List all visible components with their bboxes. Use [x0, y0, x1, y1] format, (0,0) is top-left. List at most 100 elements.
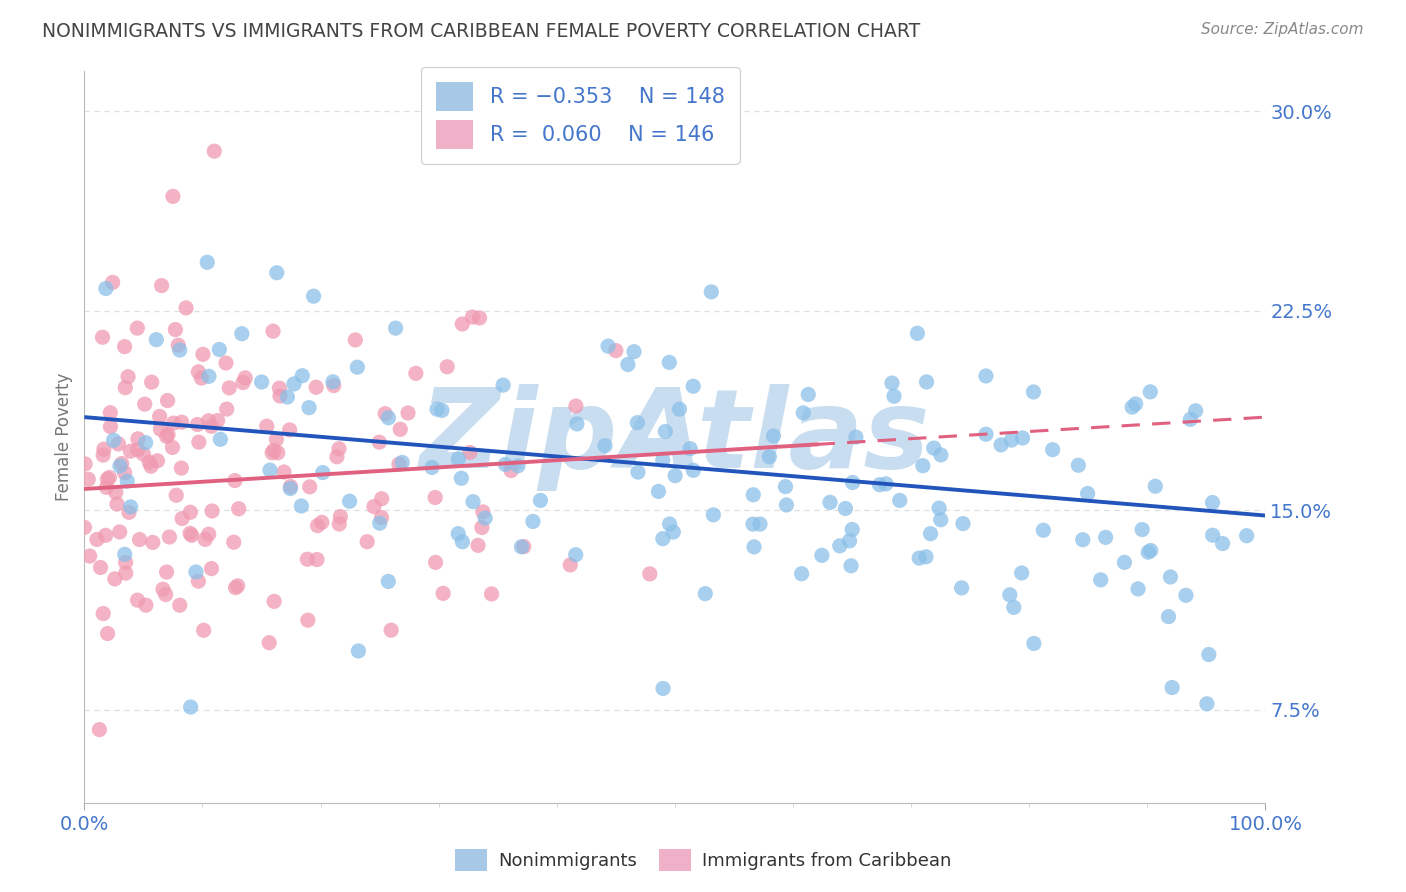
Point	[950, 581, 973, 595]
Point	[952, 516, 974, 531]
Point	[1000, 433, 1022, 447]
Point	[266, 433, 288, 447]
Point	[1139, 384, 1161, 399]
Point	[269, 381, 291, 395]
Point	[425, 491, 447, 505]
Point	[347, 644, 370, 658]
Point	[883, 389, 905, 403]
Point	[98, 470, 121, 484]
Point	[169, 598, 191, 612]
Point	[150, 278, 173, 293]
Point	[396, 406, 419, 420]
Point	[1011, 566, 1033, 580]
Point	[471, 520, 494, 534]
Point	[77, 472, 100, 486]
Point	[1130, 523, 1153, 537]
Point	[742, 517, 765, 532]
Point	[114, 466, 136, 480]
Point	[105, 497, 128, 511]
Point	[617, 358, 640, 372]
Point	[377, 574, 399, 589]
Point	[187, 435, 209, 450]
Point	[388, 457, 411, 471]
Point	[96, 472, 118, 486]
Point	[101, 276, 124, 290]
Point	[990, 438, 1012, 452]
Point	[156, 393, 179, 408]
Point	[86, 533, 108, 547]
Point	[298, 480, 321, 494]
Point	[565, 399, 588, 413]
Point	[368, 435, 391, 450]
Point	[142, 535, 165, 549]
Point	[845, 430, 868, 444]
Y-axis label: Female Poverty: Female Poverty	[55, 373, 73, 501]
Point	[929, 513, 952, 527]
Point	[169, 343, 191, 357]
Point	[256, 419, 278, 434]
Point	[305, 552, 328, 566]
Point	[329, 509, 352, 524]
Point	[370, 491, 392, 506]
Point	[651, 453, 673, 467]
Point	[225, 581, 247, 595]
Point	[79, 549, 101, 563]
Point	[1071, 533, 1094, 547]
Point	[267, 446, 290, 460]
Point	[75, 457, 97, 471]
Point	[929, 448, 952, 462]
Point	[91, 607, 114, 621]
Point	[1022, 636, 1045, 650]
Point	[651, 532, 673, 546]
Point	[162, 416, 184, 430]
Point	[179, 505, 201, 519]
Point	[1195, 697, 1218, 711]
Legend: Nonimmigrants, Immigrants from Caribbean: Nonimmigrants, Immigrants from Caribbean	[447, 842, 959, 879]
Point	[695, 587, 717, 601]
Point	[905, 326, 928, 341]
Point	[682, 379, 704, 393]
Point	[232, 376, 254, 390]
Point	[307, 518, 329, 533]
Point	[790, 566, 813, 581]
Point	[201, 504, 224, 518]
Point	[356, 534, 378, 549]
Point	[797, 387, 820, 401]
Point	[311, 516, 333, 530]
Point	[380, 623, 402, 637]
Point	[200, 561, 222, 575]
Point	[389, 422, 412, 436]
Point	[1137, 545, 1160, 559]
Point	[222, 535, 245, 549]
Point	[198, 369, 221, 384]
Point	[108, 524, 131, 539]
Point	[190, 371, 212, 385]
Point	[297, 552, 319, 566]
Point	[1125, 397, 1147, 411]
Point	[702, 508, 724, 522]
Point	[998, 588, 1021, 602]
Point	[432, 586, 454, 600]
Point	[127, 321, 149, 335]
Point	[127, 432, 149, 446]
Point	[156, 429, 179, 443]
Point	[869, 477, 891, 491]
Point	[461, 310, 484, 325]
Point	[775, 480, 797, 494]
Point	[98, 406, 121, 420]
Point	[233, 371, 256, 385]
Point	[228, 501, 250, 516]
Point	[623, 344, 645, 359]
Point	[1201, 495, 1223, 509]
Point	[93, 442, 115, 457]
Point	[664, 468, 686, 483]
Point	[1139, 543, 1161, 558]
Point	[1174, 588, 1197, 602]
Point	[652, 681, 675, 696]
Text: ZipAtlas: ZipAtlas	[419, 384, 931, 491]
Point	[94, 528, 117, 542]
Point	[1094, 530, 1116, 544]
Point	[322, 375, 344, 389]
Point	[186, 417, 208, 432]
Point	[1201, 528, 1223, 542]
